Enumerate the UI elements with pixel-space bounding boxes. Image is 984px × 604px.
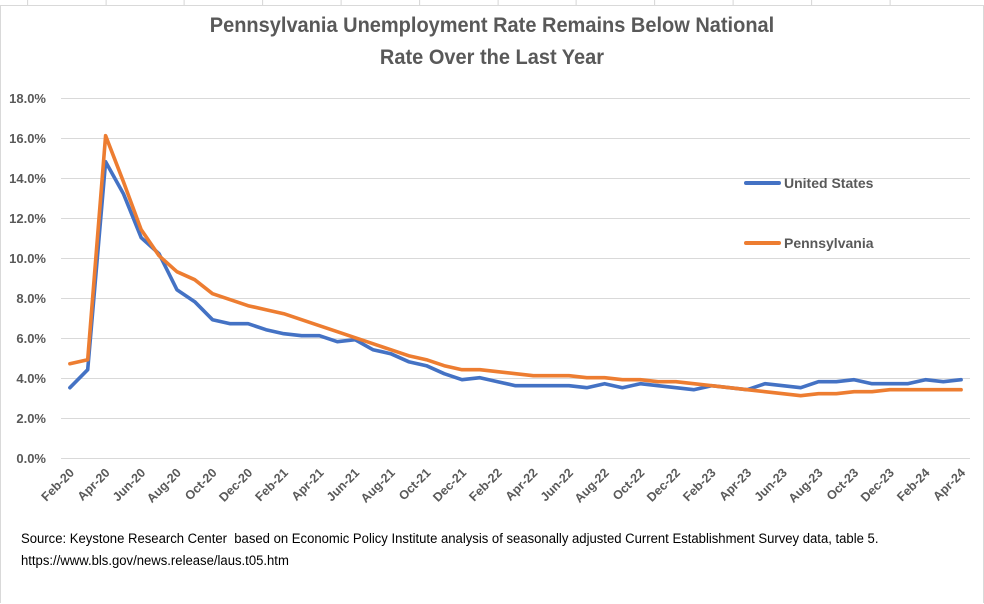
x-tick-Oct-23: Oct-23 xyxy=(824,466,861,503)
x-tick-Dec-21: Dec-21 xyxy=(430,466,469,505)
y-tick-16.0%: 16.0% xyxy=(9,131,46,146)
united-states-line-swatch xyxy=(744,180,781,185)
x-tick-Jun-20: Jun-20 xyxy=(110,466,148,504)
y-tick-2.0%: 2.0% xyxy=(16,411,46,426)
x-tick-Oct-22: Oct-22 xyxy=(610,466,647,503)
x-tick-Aug-21: Aug-21 xyxy=(358,466,398,506)
x-tick-Dec-23: Dec-23 xyxy=(858,466,897,505)
series-line-united-states xyxy=(68,159,963,392)
y-tick-0.0%: 0.0% xyxy=(16,451,46,466)
x-tick-Feb-22: Feb-22 xyxy=(466,466,504,504)
series-line-pennsylvania xyxy=(68,133,963,398)
legend-entry-pennsylvania: Pennsylvania xyxy=(744,234,874,251)
x-tick-Feb-21: Feb-21 xyxy=(253,466,291,504)
y-tick-12.0%: 12.0% xyxy=(9,211,46,226)
chart-title-line-1: Pennsylvania Unemployment Rate Remains B… xyxy=(209,13,775,37)
x-tick-Apr-24: Apr-24 xyxy=(930,466,968,504)
x-tick-Dec-22: Dec-22 xyxy=(644,466,683,505)
x-tick-Oct-21: Oct-21 xyxy=(396,466,433,503)
x-tick-Apr-20: Apr-20 xyxy=(75,466,113,504)
y-tick-10.0%: 10.0% xyxy=(9,251,46,266)
chart-title-line-2: Rate Over the Last Year xyxy=(379,45,605,69)
x-tick-Feb-20: Feb-20 xyxy=(39,466,77,504)
y-axis-labels: 0.0% 2.0% 4.0% 6.0% 8.0% 10.0% 12.0% 14.0% 16.0%… xyxy=(9,91,46,466)
x-tick-Feb-24: Feb-24 xyxy=(894,466,932,504)
x-tick-Aug-20: Aug-20 xyxy=(144,466,184,506)
x-tick-Apr-22: Apr-22 xyxy=(503,466,541,504)
x-tick-Apr-23: Apr-23 xyxy=(716,466,754,504)
y-tick-4.0%: 4.0% xyxy=(16,371,46,386)
x-tick-Feb-23: Feb-23 xyxy=(680,466,718,504)
x-tick-Jun-23: Jun-23 xyxy=(752,466,790,504)
x-axis-labels: Feb-20Apr-20Jun-20Aug-20Oct-20Dec-20Feb-… xyxy=(39,466,969,506)
chart-area xyxy=(0,6,984,603)
x-tick-Dec-20: Dec-20 xyxy=(216,466,255,505)
x-tick-Jun-21: Jun-21 xyxy=(324,466,362,504)
spreadsheet-gridline-strip xyxy=(0,0,984,6)
y-tick-8.0%: 8.0% xyxy=(16,291,46,306)
y-tick-6.0%: 6.0% xyxy=(16,331,46,346)
x-tick-Aug-23: Aug-23 xyxy=(786,466,826,506)
x-tick-Apr-21: Apr-21 xyxy=(289,466,327,504)
x-tick-Oct-20: Oct-20 xyxy=(182,466,219,503)
y-tick-14.0%: 14.0% xyxy=(9,171,46,186)
chart-title: Pennsylvania Unemployment Rate Remains B… xyxy=(34,9,949,73)
x-tick-Aug-22: Aug-22 xyxy=(572,466,612,506)
x-tick-Jun-22: Jun-22 xyxy=(538,466,576,504)
legend-label-united-states: United States xyxy=(784,174,874,191)
legend-entry-united-states: United States xyxy=(744,174,873,191)
gridlines xyxy=(61,98,970,459)
pennsylvania-line-swatch xyxy=(744,240,781,245)
y-tick-18.0%: 18.0% xyxy=(9,91,46,106)
source-note: Source: Keystone Research Center based o… xyxy=(21,531,883,568)
legend-label-pennsylvania: Pennsylvania xyxy=(784,234,874,251)
